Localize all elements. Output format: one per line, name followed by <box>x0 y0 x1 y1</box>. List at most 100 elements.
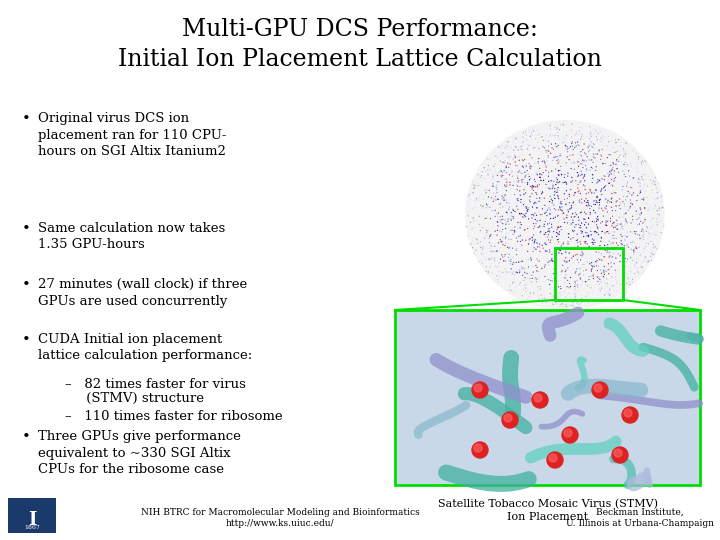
Point <box>526 211 537 219</box>
Point <box>616 151 627 159</box>
Point <box>512 268 523 277</box>
Point <box>577 227 588 236</box>
Point <box>611 221 623 230</box>
Point <box>603 260 614 268</box>
Point <box>510 153 521 161</box>
Point <box>625 202 636 211</box>
Point <box>496 172 508 181</box>
Point <box>474 249 485 258</box>
Text: (STMV) structure: (STMV) structure <box>65 392 204 405</box>
Point <box>472 196 484 205</box>
Point <box>564 289 575 298</box>
Point <box>520 284 531 292</box>
Point <box>544 192 556 201</box>
Point <box>594 275 606 284</box>
Point <box>510 134 522 143</box>
Point <box>652 206 663 215</box>
Bar <box>8 498 56 533</box>
Point <box>512 182 523 191</box>
Point <box>582 143 594 151</box>
Point <box>480 255 492 264</box>
Point <box>556 126 567 134</box>
Point <box>569 223 580 232</box>
Point <box>500 183 512 191</box>
Point <box>517 129 528 137</box>
Point <box>652 218 663 226</box>
Point <box>598 184 610 192</box>
Point <box>638 248 649 256</box>
Point <box>476 259 487 267</box>
Point <box>631 258 642 267</box>
Point <box>508 230 519 239</box>
Point <box>653 179 665 188</box>
Point <box>476 177 487 185</box>
Point <box>493 267 505 276</box>
Point <box>588 144 599 152</box>
Point <box>593 198 605 207</box>
Point <box>562 276 574 285</box>
Point <box>586 261 598 270</box>
Point <box>500 265 511 273</box>
Point <box>608 286 620 295</box>
Point <box>651 184 662 192</box>
Point <box>557 120 569 129</box>
Point <box>604 198 616 206</box>
Point <box>613 153 624 162</box>
Point <box>493 177 505 186</box>
Point <box>506 167 518 176</box>
Point <box>614 194 626 203</box>
Point <box>548 201 559 210</box>
Point <box>619 262 631 271</box>
Point <box>644 252 656 261</box>
Point <box>559 279 571 287</box>
Point <box>631 231 643 239</box>
Point <box>514 210 526 219</box>
Point <box>534 240 545 248</box>
Point <box>570 280 581 288</box>
Point <box>512 218 523 227</box>
Point <box>547 181 559 190</box>
Point <box>493 143 505 151</box>
Point <box>523 170 534 178</box>
Point <box>603 253 615 261</box>
Point <box>590 261 602 270</box>
Point <box>603 289 614 298</box>
Point <box>513 168 524 177</box>
Point <box>603 265 614 274</box>
Point <box>555 162 567 171</box>
Point <box>544 185 556 193</box>
Point <box>652 228 663 237</box>
Point <box>575 224 587 232</box>
Point <box>524 132 536 140</box>
Point <box>627 174 639 183</box>
Point <box>469 184 480 192</box>
Point <box>472 170 484 179</box>
Point <box>595 155 606 164</box>
Point <box>525 132 536 140</box>
Point <box>567 138 578 146</box>
Point <box>625 199 636 207</box>
Point <box>557 202 568 211</box>
Text: http://www.ks.uiuc.edu/: http://www.ks.uiuc.edu/ <box>225 519 334 528</box>
Point <box>580 266 592 274</box>
Point <box>547 156 559 165</box>
Point <box>587 286 598 295</box>
Point <box>541 206 553 214</box>
Point <box>650 231 662 239</box>
Point <box>564 273 576 282</box>
Point <box>656 204 667 212</box>
Point <box>509 151 521 160</box>
Point <box>632 156 644 164</box>
Point <box>494 272 505 281</box>
Point <box>491 246 503 255</box>
Point <box>605 168 616 177</box>
Point <box>611 285 622 293</box>
Point <box>603 287 614 295</box>
Point <box>500 217 512 226</box>
Point <box>597 227 608 236</box>
Point <box>615 199 626 207</box>
Point <box>616 186 628 194</box>
Point <box>487 272 498 281</box>
Point <box>572 162 584 171</box>
Point <box>546 250 558 259</box>
